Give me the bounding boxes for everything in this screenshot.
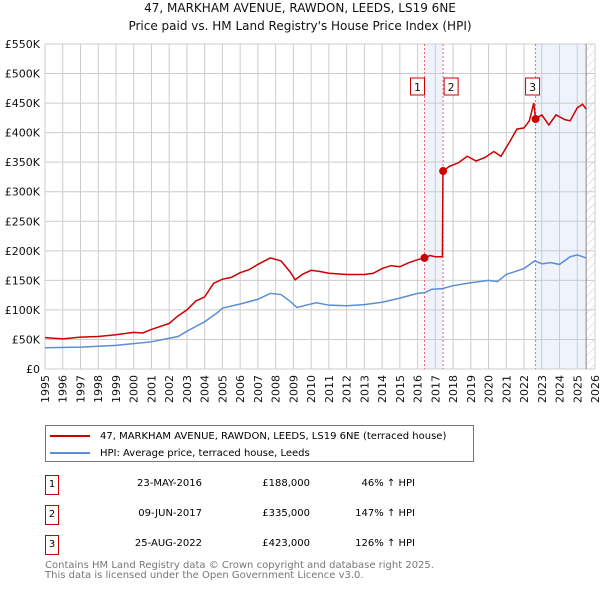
x-tick-label: 2011 (323, 375, 336, 403)
x-tick-label: 2024 (554, 375, 567, 403)
x-tick-label: 2007 (252, 375, 265, 403)
sale-label-1: 1 (410, 77, 425, 96)
x-tick-label: 2017 (429, 375, 442, 403)
sale-number-badge: 1 (45, 475, 59, 495)
sale-badge-box (410, 77, 425, 96)
y-tick-label: £350K (5, 156, 41, 169)
sale-point-3 (531, 115, 540, 124)
x-tick-label: 1998 (92, 375, 105, 403)
x-tick-label: 2023 (536, 375, 549, 403)
chart-title: 47, MARKHAM AVENUE, RAWDON, LEEDS, LS19 … (144, 1, 456, 15)
x-tick-label: 2020 (483, 375, 496, 403)
sale-date: 25-AUG-2022 (134, 538, 202, 549)
y-tick-label: £0 (26, 363, 40, 376)
shaded-region-1 (424, 44, 444, 369)
footer-line-2: This data is licensed under the Open Gov… (45, 570, 364, 581)
sale-hpi-change: 126% ↑ HPI (355, 538, 415, 549)
y-tick-label: £400K (5, 127, 41, 140)
legend-item-property: 47, MARKHAM AVENUE, RAWDON, LEEDS, LS19 … (50, 429, 446, 443)
forecast-hatch (586, 44, 595, 369)
price-paid-line (44, 102, 587, 340)
sale-badge-box (525, 77, 541, 96)
shaded-region-2 (535, 44, 587, 369)
x-tick-label: 2021 (500, 375, 513, 403)
x-tick-label: 2009 (287, 375, 300, 403)
y-tick-label: £250K (5, 215, 41, 228)
sale-badge-number: 1 (414, 81, 421, 94)
x-tick-label: 2006 (234, 375, 247, 403)
x-tick-label: 2002 (163, 375, 176, 403)
legend-swatch-red (50, 435, 90, 437)
sale-date: 09-JUN-2017 (138, 508, 202, 519)
x-tick-label: 2015 (394, 375, 407, 403)
footer-line-1: Contains HM Land Registry data © Crown c… (45, 560, 434, 571)
x-tick-label: 2016 (412, 375, 425, 403)
y-tick-label: £100K (5, 304, 41, 317)
x-tick-label: 2018 (447, 375, 460, 403)
x-tick-label: 2026 (589, 375, 600, 403)
x-tick-label: 1995 (39, 375, 52, 403)
x-tick-label: 2019 (465, 375, 478, 403)
sale-badge-number: 3 (529, 81, 536, 94)
legend-label: HPI: Average price, terraced house, Leed… (100, 447, 310, 459)
y-tick-label: £300K (5, 186, 41, 199)
x-tick-label: 2025 (571, 375, 584, 403)
y-tick-label: £450K (5, 97, 41, 110)
x-tick-label: 2012 (341, 375, 354, 403)
sale-number-badge: 3 (45, 535, 59, 555)
x-tick-label: 2010 (305, 375, 318, 403)
sale-price: £188,000 (262, 478, 310, 489)
y-tick-label: £500K (5, 68, 41, 81)
hpi-line (44, 254, 587, 349)
sale-point-2 (439, 167, 448, 176)
x-tick-label: 2014 (376, 375, 389, 403)
sale-badge-box (443, 77, 459, 96)
x-tick-label: 2000 (128, 375, 141, 403)
y-tick-label: £200K (5, 245, 41, 258)
x-tick-label: 2004 (199, 375, 212, 403)
x-tick-label: 1997 (74, 375, 87, 403)
chart-subtitle: Price paid vs. HM Land Registry's House … (128, 19, 472, 33)
y-tick-label: £550K (5, 38, 41, 51)
x-tick-label: 2013 (358, 375, 371, 403)
x-tick-label: 2008 (270, 375, 283, 403)
sale-hpi-change: 46% ↑ HPI (361, 478, 415, 489)
x-tick-label: 2003 (181, 375, 194, 403)
legend-item-hpi: HPI: Average price, terraced house, Leed… (50, 446, 310, 460)
legend-label: 47, MARKHAM AVENUE, RAWDON, LEEDS, LS19 … (100, 430, 447, 442)
plot-area: 1995 1996 1997 1998 1999 2000 2001 2002 2003 2004… (5, 38, 600, 403)
y-tick-label: £50K (12, 333, 41, 346)
x-tick-label: 2022 (518, 375, 531, 403)
legend-swatch-blue (50, 452, 90, 454)
sale-price: £423,000 (262, 538, 310, 549)
x-tick-label: 2005 (216, 375, 229, 403)
sale-badge-number: 2 (448, 81, 455, 94)
sale-price: £335,000 (262, 508, 310, 519)
sale-hpi-change: 147% ↑ HPI (355, 508, 415, 519)
legend: 47, MARKHAM AVENUE, RAWDON, LEEDS, LS19 … (45, 425, 474, 462)
x-tick-label: 1996 (57, 375, 70, 403)
x-tick-label: 2001 (145, 375, 158, 403)
y-tick-label: £150K (5, 274, 41, 287)
sale-label-2: 2 (443, 77, 459, 96)
sale-point-1 (420, 253, 429, 262)
sale-number-badge: 2 (45, 505, 59, 525)
x-tick-label: 1999 (110, 375, 123, 403)
sale-date: 23-MAY-2016 (136, 478, 202, 489)
sale-label-3: 3 (525, 77, 541, 96)
